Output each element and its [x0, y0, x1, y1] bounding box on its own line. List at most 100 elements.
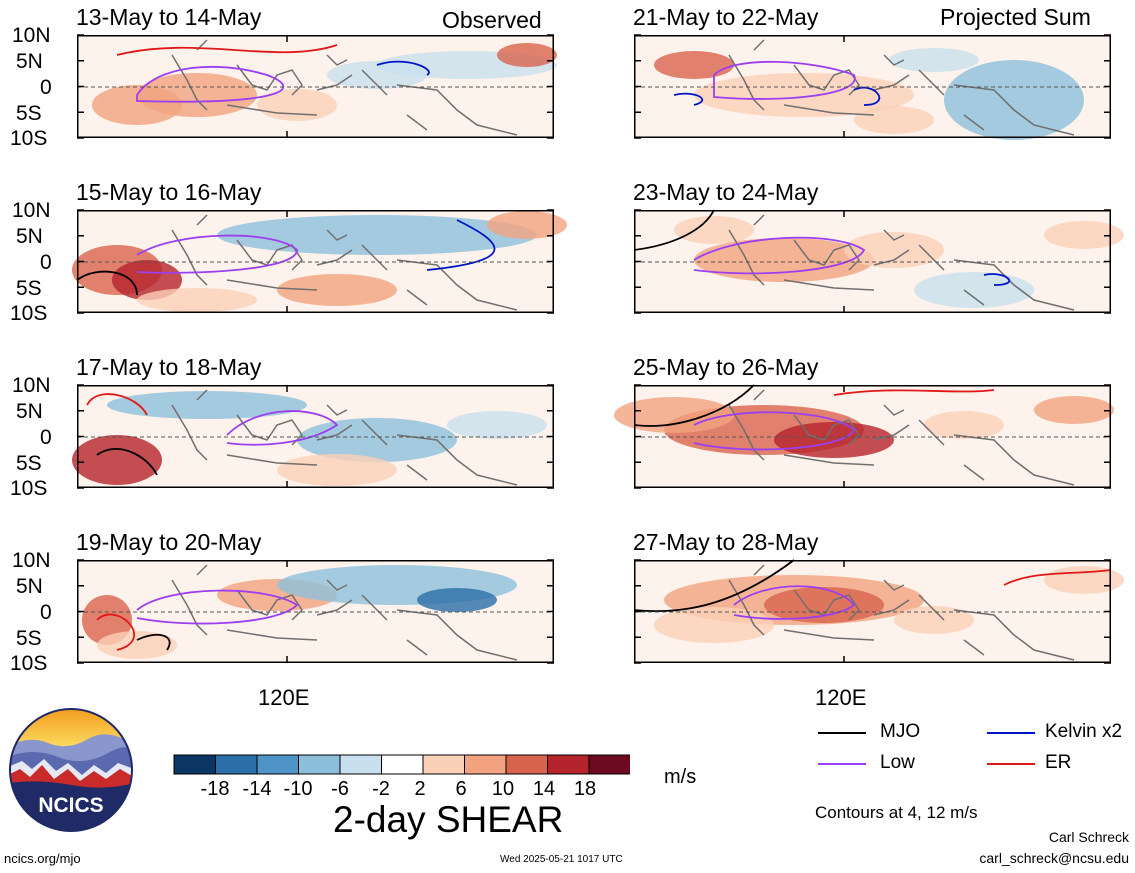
- colorbar-tick-label: 10: [491, 778, 515, 800]
- shear-map: [77, 559, 554, 664]
- ncics-logo: NCICS: [9, 708, 133, 832]
- wave-contour: [376, 60, 430, 76]
- coastline: [728, 389, 1075, 486]
- wave-contour: [633, 559, 795, 613]
- lon-label-right: 120E: [815, 685, 867, 710]
- shear-anomaly-shading: [497, 43, 557, 67]
- shear-anomaly-shading: [487, 211, 567, 239]
- panel-frame: [634, 210, 1111, 313]
- colorbar-tick-label: -2: [372, 778, 390, 800]
- shear-anomaly-shading: [924, 411, 1004, 439]
- wave-contour: [983, 273, 1011, 286]
- panel-title-4: 23-May to 24-May: [633, 179, 819, 205]
- coastline: [171, 389, 518, 486]
- shear-anomaly-shading: [844, 232, 944, 268]
- wave-contour: [713, 60, 856, 100]
- wave-contour: [116, 44, 338, 56]
- wave-contour: [96, 448, 158, 476]
- shear-anomaly-shading: [894, 606, 974, 634]
- shear-anomaly-shading: [1044, 221, 1124, 249]
- lat-label: 5S: [16, 452, 42, 475]
- colorbar-swatch: [256, 754, 299, 775]
- coastline: [728, 214, 1075, 311]
- wave-contour: [136, 65, 285, 103]
- colorbar-swatch: [505, 754, 548, 775]
- shear-anomaly-shading: [277, 274, 397, 306]
- coastline: [171, 214, 518, 311]
- shear-anomaly-shading: [854, 106, 934, 134]
- colorbar-swatch: [215, 754, 258, 775]
- wave-contour: [426, 219, 496, 271]
- shear-map: [72, 384, 554, 489]
- shear-map: [72, 209, 567, 314]
- wave-contour: [673, 92, 704, 106]
- website-link[interactable]: ncics.org/mjo: [4, 851, 81, 866]
- coastline: [728, 39, 1075, 136]
- colorbar-swatch: [339, 754, 382, 775]
- lat-label: 10S: [10, 477, 48, 500]
- panel-title-1: 13-May to 14-May: [76, 4, 262, 30]
- projected-sum-label: Projected Sum: [940, 4, 1091, 30]
- colorbar-swatch: [422, 754, 465, 775]
- lat-label: 5N: [16, 225, 43, 248]
- panel-frame: [634, 35, 1111, 138]
- shear-anomaly-shading: [914, 272, 1034, 308]
- shear-anomaly-shading: [1034, 396, 1114, 424]
- lat-label: 10N: [12, 549, 51, 572]
- wave-contour: [693, 411, 856, 451]
- shear-anomaly-shading: [674, 216, 754, 244]
- legend-label-kelvin: Kelvin x2: [1045, 721, 1123, 742]
- lat-label: 5N: [16, 50, 43, 73]
- wave-contour: [633, 384, 755, 427]
- lat-label: 5S: [16, 102, 42, 125]
- colorbar: [173, 754, 630, 775]
- legend-label-er: ER: [1045, 752, 1072, 773]
- colorbar-swatch: [464, 754, 507, 775]
- colorbar-tick-label: 2: [414, 778, 426, 800]
- shear-map: [77, 34, 557, 139]
- timestamp: Wed 2025-05-21 1017 UTC: [500, 854, 623, 865]
- lat-label: 5N: [16, 575, 43, 598]
- shear-anomaly-shading: [137, 288, 257, 312]
- lat-label: 10S: [10, 127, 48, 150]
- map-panel-7: [77, 559, 554, 664]
- lat-label: 10N: [12, 24, 51, 47]
- lat-label: 5S: [16, 277, 42, 300]
- observed-label: Observed: [442, 7, 542, 33]
- colorbar-swatch: [173, 754, 216, 775]
- shear-anomaly-shading: [97, 631, 177, 659]
- legend-line-low: [818, 763, 866, 765]
- shear-anomaly-shading: [257, 89, 337, 121]
- lat-label: 0: [40, 601, 52, 624]
- lat-label: 10N: [12, 374, 51, 397]
- lat-label: 5N: [16, 400, 43, 423]
- colorbar-tick-label: -6: [331, 778, 349, 800]
- shear-anomaly-shading: [694, 238, 874, 282]
- shear-anomaly-shading: [944, 60, 1084, 140]
- map-panel-2: [634, 34, 1111, 140]
- shear-map: [614, 384, 1114, 489]
- map-panel-3: [72, 209, 567, 314]
- panel-title-3: 15-May to 16-May: [76, 179, 262, 205]
- colorbar-swatch: [588, 754, 630, 775]
- wave-contour: [853, 86, 881, 106]
- lat-label: 5S: [16, 627, 42, 650]
- panel-frame: [77, 210, 554, 313]
- panel-frame: [77, 385, 554, 488]
- wave-contour: [833, 389, 995, 396]
- shear-anomaly-shading: [417, 588, 497, 612]
- lat-label: 0: [40, 76, 52, 99]
- shear-anomaly-shading: [107, 391, 307, 419]
- wave-contour: [86, 393, 148, 416]
- colorbar-tick-label: -10: [283, 778, 313, 800]
- map-panel-4: [633, 209, 1124, 314]
- lon-label-left: 120E: [258, 685, 310, 710]
- colorbar-swatch: [547, 754, 590, 775]
- wave-contour: [633, 209, 715, 251]
- colorbar-tick-label: 18: [573, 778, 597, 800]
- panel-frame: [634, 385, 1111, 488]
- panel-title-2: 21-May to 22-May: [633, 4, 819, 30]
- panel-title-5: 17-May to 18-May: [76, 354, 262, 380]
- shear-anomaly-shading: [277, 454, 397, 486]
- panel-frame: [77, 35, 554, 138]
